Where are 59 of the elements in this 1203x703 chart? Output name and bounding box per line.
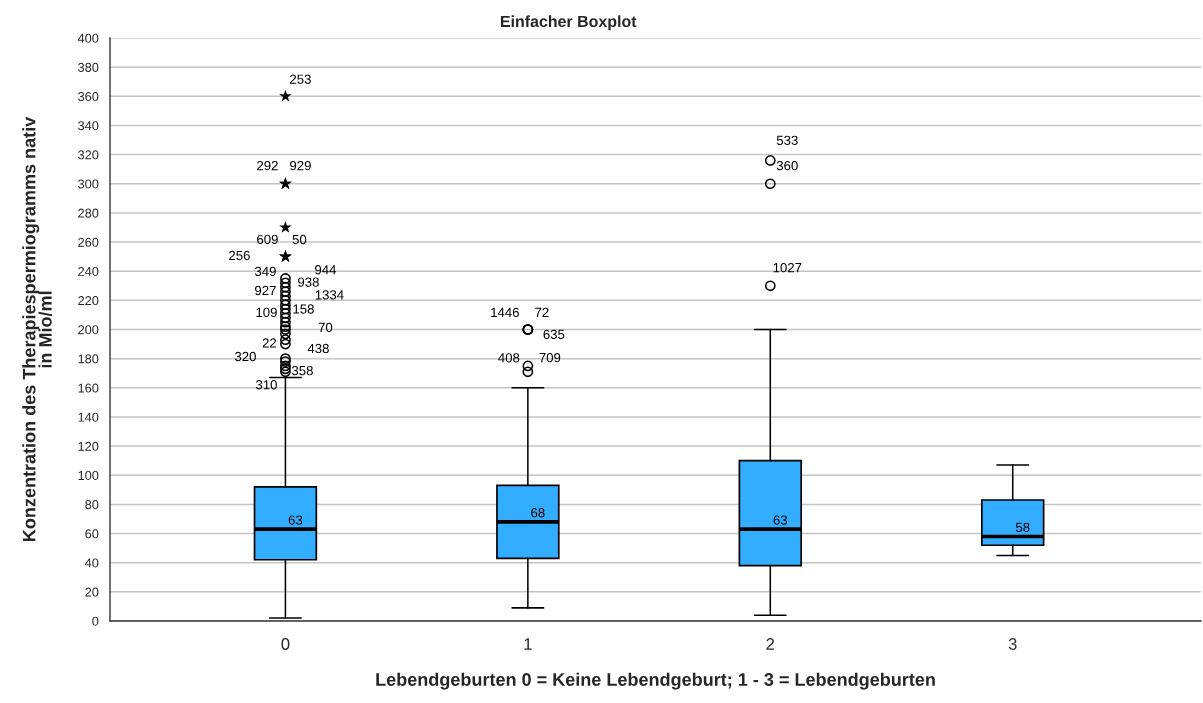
annotation: 22 <box>262 338 277 348</box>
annotation: 63 <box>773 515 788 525</box>
annotation: 1334 <box>315 290 344 300</box>
y-tick-label: 20 <box>85 587 99 597</box>
y-tick-label: 240 <box>78 266 99 276</box>
annotation: 256 <box>229 250 250 261</box>
annotation: 438 <box>307 343 329 354</box>
annotation: 358 <box>291 365 313 376</box>
y-tick-label: 260 <box>78 237 99 247</box>
chart-title: Einfacher Boxplot <box>500 15 637 31</box>
annotation: 1446 <box>491 307 519 318</box>
x-tick-label: 3 <box>1008 638 1017 650</box>
y-tick-label: 180 <box>78 354 99 364</box>
annotation: 709 <box>539 352 561 363</box>
y-tick-label: 280 <box>78 208 99 218</box>
y-tick-label: 360 <box>78 92 99 102</box>
annotation: 944 <box>315 265 337 275</box>
annotation: 360 <box>776 160 798 171</box>
annotation: 1027 <box>773 262 802 273</box>
annotation: 609 <box>257 234 278 245</box>
y-tick-label: 300 <box>78 179 99 189</box>
annotation: 158 <box>293 304 314 314</box>
y-tick-label: 80 <box>85 500 99 510</box>
y-tick-label: 320 <box>78 150 99 160</box>
y-tick-label: 380 <box>78 62 99 72</box>
annotation: 70 <box>318 322 333 333</box>
annotation: 310 <box>255 380 277 390</box>
y-tick-label: 60 <box>85 529 99 539</box>
annotation: 58 <box>1015 522 1030 533</box>
annotation: 635 <box>543 329 565 340</box>
annotation: 938 <box>298 277 319 287</box>
x-tick-label: 1 <box>524 638 532 650</box>
annotation: 533 <box>776 135 798 145</box>
annotation: 109 <box>256 307 277 318</box>
annotation: 320 <box>234 351 256 362</box>
annotation: 349 <box>254 266 276 277</box>
y-tick-label: 140 <box>78 412 99 422</box>
y-tick-label: 160 <box>78 383 99 393</box>
y-tick-label: 220 <box>78 296 99 306</box>
annotation: 63 <box>288 515 303 525</box>
y-tick-label: 100 <box>78 470 99 481</box>
y-tick-label: 120 <box>78 441 99 451</box>
y-tick-label: 200 <box>78 325 99 335</box>
annotation: 253 <box>290 74 311 84</box>
y-tick-label: 0 <box>92 616 99 626</box>
annotation: 929 <box>290 160 311 171</box>
annotation: 927 <box>255 285 276 296</box>
annotation: 408 <box>498 353 520 363</box>
annotation: 72 <box>535 307 549 317</box>
annotation: 68 <box>531 508 545 518</box>
x-tick-label: 2 <box>766 638 775 650</box>
x-tick-label: 0 <box>281 638 290 650</box>
annotation: 292 <box>257 160 278 171</box>
y-tick-label: 400 <box>77 33 99 43</box>
annotation: 50 <box>292 234 307 245</box>
y-tick-label: 40 <box>84 558 99 568</box>
y-tick-label: 340 <box>78 121 99 131</box>
x-axis-title: Lebendgeburten 0 = Keine Lebendgeburt; 1 - 3 = Lebendgeburten <box>376 672 935 690</box>
y-axis-title: Konzentration des Therapiespermiogramms nativ in Mio/ml <box>22 116 52 541</box>
